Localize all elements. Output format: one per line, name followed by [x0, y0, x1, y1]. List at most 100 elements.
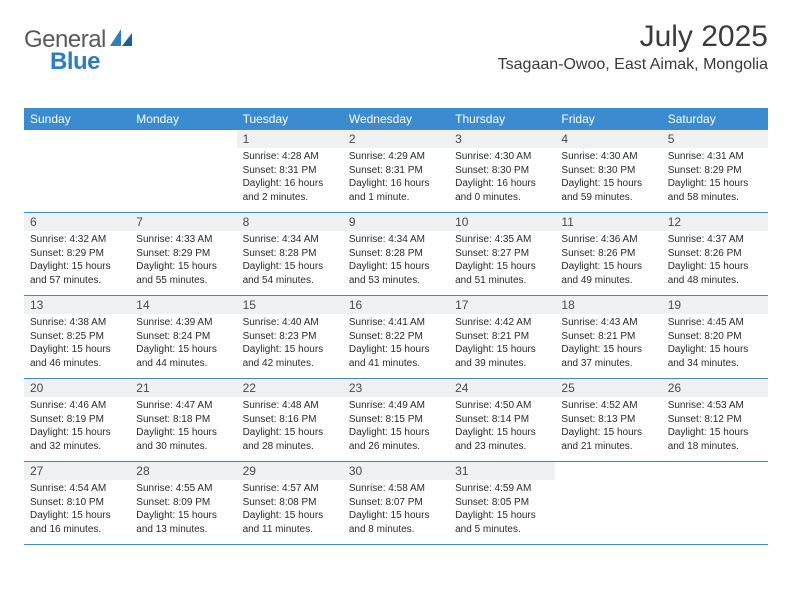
weeks-container: 1Sunrise: 4:28 AMSunset: 8:31 PMDaylight…: [24, 130, 768, 545]
daylight-text: Daylight: 16 hours and 0 minutes.: [455, 177, 549, 204]
day-body: Sunrise: 4:29 AMSunset: 8:31 PMDaylight:…: [343, 148, 449, 210]
day-number: 10: [449, 213, 555, 231]
day-cell: 9Sunrise: 4:34 AMSunset: 8:28 PMDaylight…: [343, 213, 449, 295]
daylight-text: Daylight: 15 hours and 16 minutes.: [30, 509, 124, 536]
day-cell: 12Sunrise: 4:37 AMSunset: 8:26 PMDayligh…: [662, 213, 768, 295]
daylight-text: Daylight: 15 hours and 21 minutes.: [561, 426, 655, 453]
sunset-text: Sunset: 8:31 PM: [243, 164, 337, 178]
sunrise-text: Sunrise: 4:58 AM: [349, 482, 443, 496]
sunrise-text: Sunrise: 4:36 AM: [561, 233, 655, 247]
day-number: 5: [662, 130, 768, 148]
sunset-text: Sunset: 8:13 PM: [561, 413, 655, 427]
day-cell: [555, 462, 661, 544]
day-number: 2: [343, 130, 449, 148]
sunset-text: Sunset: 8:26 PM: [561, 247, 655, 261]
day-cell: 16Sunrise: 4:41 AMSunset: 8:22 PMDayligh…: [343, 296, 449, 378]
day-cell: 22Sunrise: 4:48 AMSunset: 8:16 PMDayligh…: [237, 379, 343, 461]
sunset-text: Sunset: 8:15 PM: [349, 413, 443, 427]
day-cell: 17Sunrise: 4:42 AMSunset: 8:21 PMDayligh…: [449, 296, 555, 378]
day-body: Sunrise: 4:48 AMSunset: 8:16 PMDaylight:…: [237, 397, 343, 459]
day-cell: 27Sunrise: 4:54 AMSunset: 8:10 PMDayligh…: [24, 462, 130, 544]
day-number: 23: [343, 379, 449, 397]
sunrise-text: Sunrise: 4:38 AM: [30, 316, 124, 330]
daylight-text: Daylight: 15 hours and 41 minutes.: [349, 343, 443, 370]
day-number: 4: [555, 130, 661, 148]
day-cell: 3Sunrise: 4:30 AMSunset: 8:30 PMDaylight…: [449, 130, 555, 212]
daylight-text: Daylight: 15 hours and 30 minutes.: [136, 426, 230, 453]
weekday-wed: Wednesday: [343, 108, 449, 130]
day-number: 22: [237, 379, 343, 397]
day-number: 6: [24, 213, 130, 231]
sunset-text: Sunset: 8:28 PM: [349, 247, 443, 261]
day-cell: 2Sunrise: 4:29 AMSunset: 8:31 PMDaylight…: [343, 130, 449, 212]
day-number: 9: [343, 213, 449, 231]
day-cell: [130, 130, 236, 212]
sunset-text: Sunset: 8:08 PM: [243, 496, 337, 510]
day-body: Sunrise: 4:36 AMSunset: 8:26 PMDaylight:…: [555, 231, 661, 293]
sunrise-text: Sunrise: 4:30 AM: [561, 150, 655, 164]
sunrise-text: Sunrise: 4:49 AM: [349, 399, 443, 413]
day-cell: 28Sunrise: 4:55 AMSunset: 8:09 PMDayligh…: [130, 462, 236, 544]
day-body: Sunrise: 4:34 AMSunset: 8:28 PMDaylight:…: [237, 231, 343, 293]
day-body: Sunrise: 4:45 AMSunset: 8:20 PMDaylight:…: [662, 314, 768, 376]
day-body: Sunrise: 4:58 AMSunset: 8:07 PMDaylight:…: [343, 480, 449, 542]
daylight-text: Daylight: 15 hours and 34 minutes.: [668, 343, 762, 370]
sunset-text: Sunset: 8:21 PM: [561, 330, 655, 344]
sunrise-text: Sunrise: 4:50 AM: [455, 399, 549, 413]
sunset-text: Sunset: 8:22 PM: [349, 330, 443, 344]
day-cell: 29Sunrise: 4:57 AMSunset: 8:08 PMDayligh…: [237, 462, 343, 544]
daylight-text: Daylight: 15 hours and 54 minutes.: [243, 260, 337, 287]
sunset-text: Sunset: 8:29 PM: [668, 164, 762, 178]
sunset-text: Sunset: 8:07 PM: [349, 496, 443, 510]
day-cell: 23Sunrise: 4:49 AMSunset: 8:15 PMDayligh…: [343, 379, 449, 461]
day-body: Sunrise: 4:47 AMSunset: 8:18 PMDaylight:…: [130, 397, 236, 459]
day-number: 14: [130, 296, 236, 314]
daylight-text: Daylight: 15 hours and 23 minutes.: [455, 426, 549, 453]
day-body: Sunrise: 4:57 AMSunset: 8:08 PMDaylight:…: [237, 480, 343, 542]
sunrise-text: Sunrise: 4:31 AM: [668, 150, 762, 164]
sunrise-text: Sunrise: 4:46 AM: [30, 399, 124, 413]
day-number: 8: [237, 213, 343, 231]
day-body: Sunrise: 4:37 AMSunset: 8:26 PMDaylight:…: [662, 231, 768, 293]
day-number: 13: [24, 296, 130, 314]
daylight-text: Daylight: 15 hours and 32 minutes.: [30, 426, 124, 453]
day-body: Sunrise: 4:39 AMSunset: 8:24 PMDaylight:…: [130, 314, 236, 376]
day-cell: 1Sunrise: 4:28 AMSunset: 8:31 PMDaylight…: [237, 130, 343, 212]
day-number: 20: [24, 379, 130, 397]
day-cell: 6Sunrise: 4:32 AMSunset: 8:29 PMDaylight…: [24, 213, 130, 295]
daylight-text: Daylight: 15 hours and 18 minutes.: [668, 426, 762, 453]
day-number: 26: [662, 379, 768, 397]
sunrise-text: Sunrise: 4:28 AM: [243, 150, 337, 164]
daylight-text: Daylight: 15 hours and 37 minutes.: [561, 343, 655, 370]
daylight-text: Daylight: 15 hours and 42 minutes.: [243, 343, 337, 370]
day-number: 25: [555, 379, 661, 397]
daylight-text: Daylight: 15 hours and 39 minutes.: [455, 343, 549, 370]
day-body: Sunrise: 4:52 AMSunset: 8:13 PMDaylight:…: [555, 397, 661, 459]
sunset-text: Sunset: 8:20 PM: [668, 330, 762, 344]
page-header: General July 2025 Tsagaan-Owoo, East Aim…: [24, 20, 768, 74]
sunrise-text: Sunrise: 4:41 AM: [349, 316, 443, 330]
day-body: Sunrise: 4:32 AMSunset: 8:29 PMDaylight:…: [24, 231, 130, 293]
day-number: 3: [449, 130, 555, 148]
sunset-text: Sunset: 8:10 PM: [30, 496, 124, 510]
day-body: Sunrise: 4:34 AMSunset: 8:28 PMDaylight:…: [343, 231, 449, 293]
sunrise-text: Sunrise: 4:34 AM: [243, 233, 337, 247]
sunrise-text: Sunrise: 4:45 AM: [668, 316, 762, 330]
day-cell: 26Sunrise: 4:53 AMSunset: 8:12 PMDayligh…: [662, 379, 768, 461]
calendar-grid: Sunday Monday Tuesday Wednesday Thursday…: [24, 108, 768, 545]
day-cell: 25Sunrise: 4:52 AMSunset: 8:13 PMDayligh…: [555, 379, 661, 461]
sunrise-text: Sunrise: 4:34 AM: [349, 233, 443, 247]
day-body: Sunrise: 4:40 AMSunset: 8:23 PMDaylight:…: [237, 314, 343, 376]
sunset-text: Sunset: 8:18 PM: [136, 413, 230, 427]
day-number: 27: [24, 462, 130, 480]
sunset-text: Sunset: 8:24 PM: [136, 330, 230, 344]
sunset-text: Sunset: 8:27 PM: [455, 247, 549, 261]
day-number: 7: [130, 213, 236, 231]
sunrise-text: Sunrise: 4:40 AM: [243, 316, 337, 330]
day-body: Sunrise: 4:42 AMSunset: 8:21 PMDaylight:…: [449, 314, 555, 376]
sunset-text: Sunset: 8:30 PM: [561, 164, 655, 178]
day-cell: 7Sunrise: 4:33 AMSunset: 8:29 PMDaylight…: [130, 213, 236, 295]
day-cell: 24Sunrise: 4:50 AMSunset: 8:14 PMDayligh…: [449, 379, 555, 461]
week-row: 20Sunrise: 4:46 AMSunset: 8:19 PMDayligh…: [24, 379, 768, 462]
sunset-text: Sunset: 8:30 PM: [455, 164, 549, 178]
